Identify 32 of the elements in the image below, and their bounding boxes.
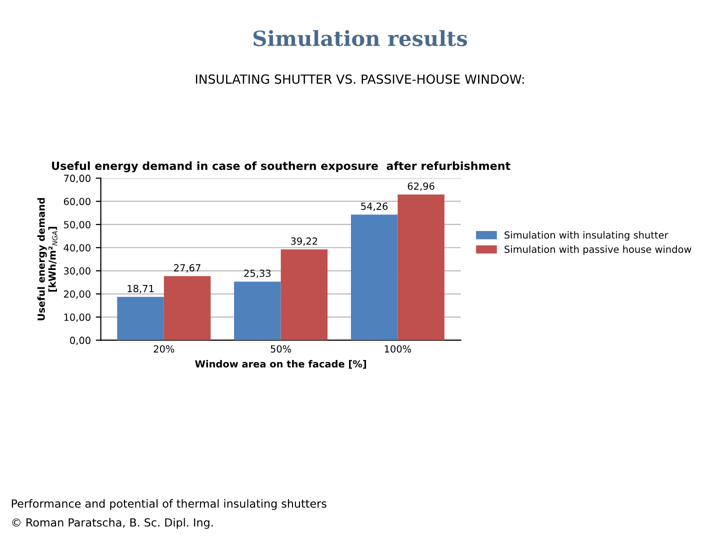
bar <box>398 194 444 340</box>
x-axis-title: Window area on the facade [%] <box>195 360 366 369</box>
legend-label: Simulation with passive house window <box>504 245 692 255</box>
data-label: 54,26 <box>361 202 388 211</box>
bar <box>164 276 211 340</box>
text: Performance and potential of thermal insulating shutters <box>12 499 326 510</box>
y-axis-title: Useful energy demand [kWh/m²$_{NGA}$] <box>37 198 58 320</box>
y-tick-label: 60,00 <box>64 198 90 206</box>
y-tick-label: 70,00 <box>64 174 90 184</box>
x-tick-label: 50% <box>270 345 292 353</box>
bar <box>234 282 281 340</box>
text: Simulation results <box>253 30 468 46</box>
data-label: 62,96 <box>408 182 434 191</box>
text: INSULATING SHUTTER VS. PASSIVE-HOUSE WINDOW: <box>196 74 524 84</box>
x-tick-label: 100% <box>384 345 412 353</box>
y-tick-label: 10,00 <box>64 314 90 322</box>
chart-title: Useful energy demand in case of southern exposure after refurbishment <box>52 161 510 172</box>
bar <box>117 296 164 340</box>
data-label: 25,33 <box>244 270 271 278</box>
y-tick-label: 50,00 <box>64 220 90 230</box>
x-tick-label: 20% <box>154 345 174 353</box>
data-label: 27,67 <box>174 264 200 272</box>
y-tick-label: 20,00 <box>64 290 90 299</box>
bar <box>280 249 328 340</box>
y-tick-label: 30,00 <box>64 267 90 276</box>
data-label: 39,22 <box>291 237 318 246</box>
y-tick-label: 40,00 <box>64 244 90 252</box>
data-label: 18,71 <box>128 284 154 294</box>
y-tick-label: 0,00 <box>70 336 90 346</box>
legend-label: Simulation with insulating shutter <box>504 231 668 241</box>
text: © Roman Paratscha, B. Sc. Dipl. Ing. <box>12 518 213 529</box>
bar <box>350 214 398 340</box>
